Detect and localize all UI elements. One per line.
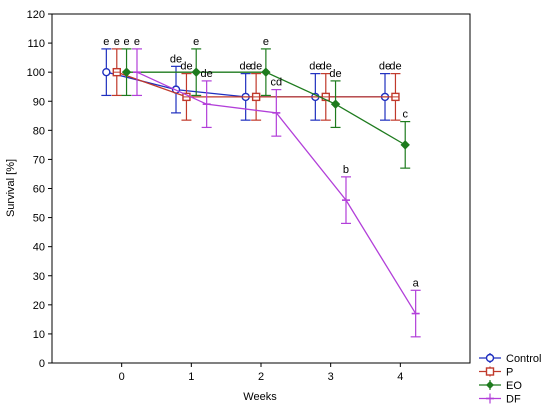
significance-label: e [114,36,120,48]
legend: Control PEO DF [479,353,541,406]
y-tick-label: 100 [27,67,45,79]
legend-item-control: Control [479,353,541,365]
significance-label: e [263,36,269,48]
legend-label: Control [506,353,541,365]
y-tick-label: 90 [33,96,45,108]
significance-label: de [379,61,391,73]
y-tick-label: 20 [33,300,45,312]
x-tick-label: 3 [328,371,334,383]
significance-label: de [250,61,262,73]
legend-item-eo: EO [479,380,522,392]
significance-label: e [123,36,129,48]
data-point [330,99,341,109]
significance-label: b [343,164,349,176]
y-tick-label: 120 [27,9,45,21]
significance-label: e [134,36,140,48]
y-tick-label: 50 [33,213,45,225]
significance-label: de [320,61,332,73]
significance-label: de [329,68,341,80]
legend-label: P [506,367,513,379]
legend-item-p: P [479,366,513,379]
significance-label: de [309,61,321,73]
significance-label: e [103,36,109,48]
x-tick-label: 0 [119,371,125,383]
legend-label: EO [506,380,522,392]
x-tick-label: 4 [397,371,403,383]
y-tick-label: 10 [33,329,45,341]
significance-label: a [413,277,420,289]
x-tick-label: 1 [188,371,194,383]
y-tick-label: 60 [33,184,45,196]
data-point [400,140,410,150]
significance-label: de [180,61,192,73]
significance-label: de [389,61,401,73]
significance-label: e [193,36,199,48]
significance-label: de [170,53,182,65]
legend-item-df: DF [479,393,521,406]
series-p: ede de de de [111,36,402,121]
data-point [121,67,132,77]
x-axis-title: Weeks [243,391,277,403]
legend-marker [486,381,494,389]
legend-marker [485,367,495,376]
significance-label: de [201,68,213,80]
y-tick-label: 70 [33,154,45,166]
axes: 0 10 20 30 40 50 60 70 80 90 100 110 120 0 1 2 3 4 [27,9,471,383]
significance-label: c [402,109,408,121]
y-axis-title: Survival [%] [5,159,17,217]
data-point [191,67,201,77]
x-tick-label: 2 [258,371,264,383]
significance-label: cd [271,77,283,89]
data-point [261,67,271,77]
y-tick-label: 110 [27,38,45,50]
data-point [102,67,111,77]
legend-label: DF [506,394,521,406]
legend-marker [485,353,495,363]
y-tick-label: 80 [33,125,45,137]
y-tick-label: 40 [33,242,45,254]
y-tick-label: 30 [33,271,45,283]
y-tick-label: 0 [39,358,45,370]
significance-label: de [240,61,252,73]
